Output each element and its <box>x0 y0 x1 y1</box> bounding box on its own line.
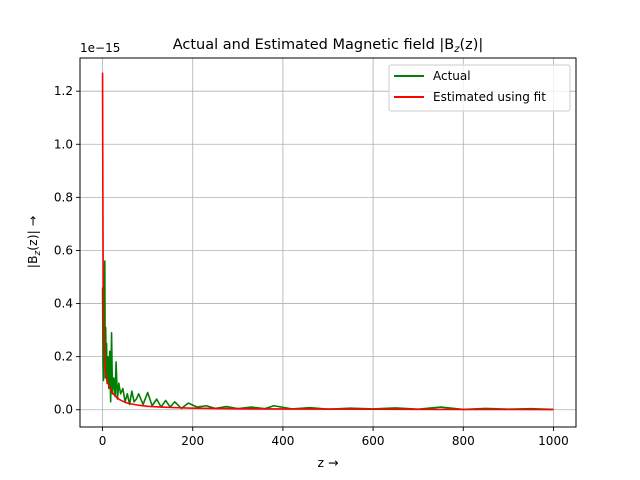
grid <box>80 58 576 427</box>
y-tick-label: 0.8 <box>54 190 73 204</box>
y-tick-label: 0.2 <box>54 350 73 364</box>
x-tick-label: 400 <box>271 434 294 448</box>
y-axis-label: |Bz(z)| → <box>25 216 43 269</box>
y-offset-label: 1e−15 <box>80 41 120 55</box>
legend-label-estimated: Estimated using fit <box>433 90 546 104</box>
x-tick-label: 1000 <box>538 434 569 448</box>
x-tick-label: 0 <box>99 434 107 448</box>
legend-box <box>388 64 571 112</box>
y-tick-label: 0.0 <box>54 403 73 417</box>
y-tick-label: 0.4 <box>54 297 73 311</box>
x-axis: 0 200 400 600 800 1000 <box>99 427 569 448</box>
y-tick-label: 1.0 <box>54 137 73 151</box>
legend: Actual Estimated using fit <box>388 64 571 112</box>
y-tick-label: 1.2 <box>54 84 73 98</box>
series-line-actual <box>101 260 554 411</box>
x-tick-label: 200 <box>181 434 204 448</box>
x-tick-label: 600 <box>362 434 385 448</box>
y-axis: 0.0 0.2 0.4 0.6 0.8 1.0 1.2 <box>54 84 80 417</box>
chart-title: Actual and Estimated Magnetic field |Bz(… <box>173 37 484 55</box>
x-axis-label: z → <box>317 455 338 470</box>
y-tick-label: 0.6 <box>54 243 73 257</box>
plot-frame <box>79 57 577 428</box>
series-line-estimated <box>101 72 554 411</box>
x-tick-label: 800 <box>452 434 475 448</box>
series-layer <box>101 72 554 411</box>
legend-label-actual: Actual <box>433 69 471 83</box>
